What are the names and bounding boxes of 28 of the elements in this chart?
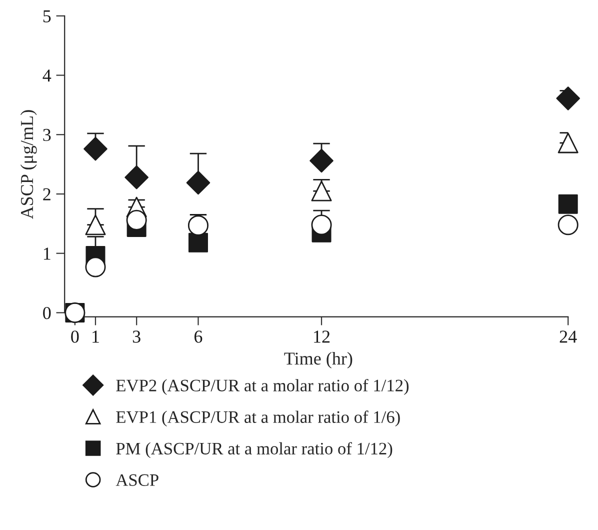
x-tick-label: 0 xyxy=(71,330,79,343)
point xyxy=(85,256,106,278)
legend-label: EVP1 (ASCP/UR at a molar ratio of 1/6) xyxy=(116,410,400,426)
x-tick-label: 12 xyxy=(314,330,330,343)
point xyxy=(310,148,334,173)
x-axis-title: Time (hr) xyxy=(284,352,352,368)
point xyxy=(188,232,208,252)
point xyxy=(186,170,210,195)
y-tick-label: 2 xyxy=(43,188,50,200)
y-tick-label: 1 xyxy=(44,248,50,260)
y-axis-title: ASCP (μg/mL) xyxy=(20,110,37,220)
point xyxy=(84,136,108,161)
point xyxy=(558,194,578,214)
x-tick-label: 1 xyxy=(92,330,99,343)
point xyxy=(124,165,148,190)
y-tick-label: 0 xyxy=(43,306,51,320)
point xyxy=(556,86,580,110)
point xyxy=(311,214,332,236)
legend-label: EVP2 (ASCP/UR at a molar ratio of 1/12) xyxy=(116,379,409,395)
x-tick-label: 6 xyxy=(194,330,202,343)
legend-label: PM (ASCP/UR at a molar ratio of 1/12) xyxy=(116,442,392,458)
x-tick-label: 24 xyxy=(560,330,577,343)
y-tick-label: 3 xyxy=(43,128,51,142)
x-tick-label: 3 xyxy=(132,330,140,343)
y-tick-label: 4 xyxy=(42,70,52,82)
legend-label: ASCP xyxy=(116,474,158,486)
y-tick-label: 5 xyxy=(43,10,51,22)
point xyxy=(126,210,147,230)
